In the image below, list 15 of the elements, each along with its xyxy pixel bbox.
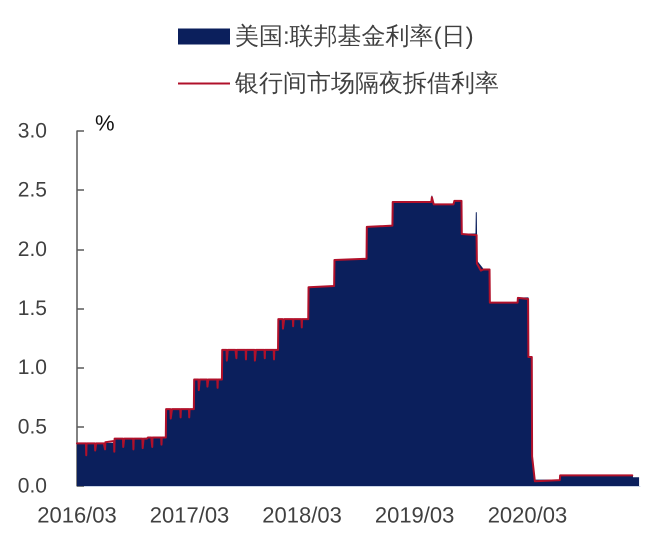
- x-tick-label: 2017/03: [150, 502, 230, 528]
- x-tick-label: 2018/03: [262, 502, 342, 528]
- x-tick-label: 2016/03: [37, 502, 117, 528]
- y-tick-label: 1.5: [18, 297, 47, 320]
- x-tick-label: 2020/03: [488, 502, 568, 528]
- y-tick-label: 2.0: [18, 238, 47, 261]
- y-tick-label: 3.0: [18, 120, 47, 142]
- y-tick-label: 0.5: [18, 415, 47, 438]
- y-tick-label: 0.0: [18, 474, 47, 498]
- y-tick-label: 1.0: [18, 356, 47, 380]
- legend-label: 银行间市场隔夜拆借利率: [234, 70, 499, 97]
- y-axis-title: %: [95, 110, 115, 136]
- y-tick-label: 2.5: [18, 178, 47, 202]
- x-tick-label: 2019/03: [374, 502, 454, 528]
- legend-label: 美国:联邦基金利率(日): [235, 23, 474, 50]
